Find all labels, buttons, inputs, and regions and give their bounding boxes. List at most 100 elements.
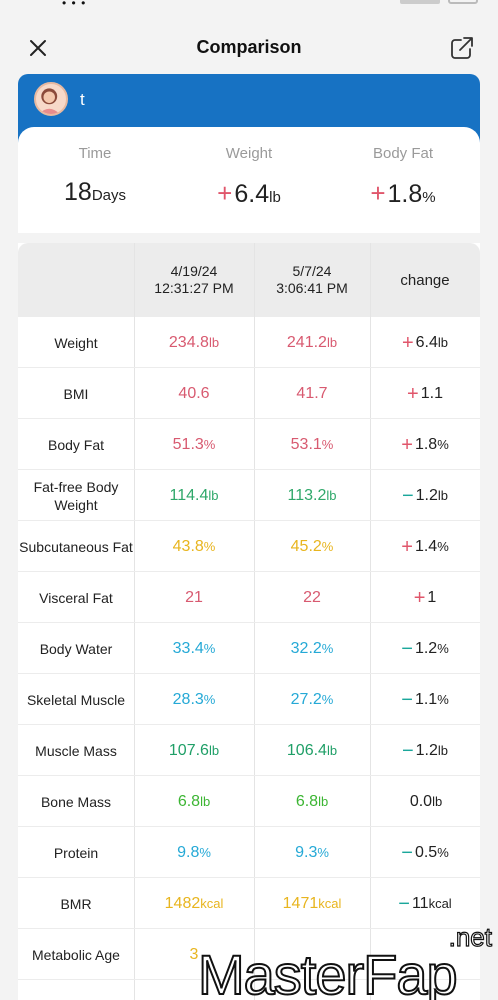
date-text: 4/19/24	[170, 263, 218, 279]
summary-unit: %	[422, 189, 436, 206]
change-number: 1.8	[414, 435, 438, 453]
metric-label: Bone Mass	[40, 793, 112, 810]
metric-label: Body Water	[39, 640, 113, 657]
change-number: 1.2	[414, 639, 438, 657]
change-number: 11	[411, 894, 429, 912]
value-number: 9.8	[177, 843, 200, 861]
metric-name: Bone Mass	[18, 776, 134, 827]
value-number: 114.4	[169, 486, 209, 504]
svg-text:MasterFap: MasterFap	[198, 943, 457, 1000]
value-number: 241.2	[286, 333, 327, 351]
value-number: 6.8	[295, 792, 319, 810]
value-number: 45.2	[290, 537, 322, 555]
value-date-2: 32.2%	[254, 623, 370, 674]
header-date-2: 5/7/24 3:06:41 PM	[254, 243, 370, 317]
value-number: 9.3	[295, 843, 318, 861]
metric-name: Body Water	[18, 623, 134, 674]
value-number: 27.2	[290, 690, 322, 708]
value-number: 40.6	[178, 384, 210, 402]
time-text: 12:31:27 PM	[154, 280, 234, 296]
value-number: 43.8	[172, 537, 204, 555]
change-unit: lb	[432, 794, 443, 809]
value-unit: lb	[208, 335, 220, 350]
metric-label: Subcutaneous Fat	[19, 538, 133, 555]
value-date-1: 33.4%	[134, 623, 254, 674]
value-unit: lb	[208, 488, 219, 503]
change-unit: %	[437, 845, 449, 860]
avatar-icon	[38, 88, 60, 114]
metric-label: Skeletal Muscle	[26, 691, 126, 708]
change-number: 1.4	[414, 537, 438, 555]
change-value: +1.4%	[370, 521, 480, 572]
close-icon[interactable]	[26, 36, 50, 60]
summary-label: Time	[78, 145, 112, 162]
value-unit: %	[203, 692, 216, 707]
value-date-1: 3	[134, 929, 254, 980]
value-date-1: 107.6 lb	[134, 725, 254, 776]
metric-label: BMR	[60, 895, 92, 912]
avatar[interactable]	[34, 82, 68, 116]
value-number: 32.2	[290, 639, 322, 657]
change-value: +1.1	[370, 368, 480, 419]
summary-unit: Days	[91, 187, 126, 204]
change-unit: lb	[437, 335, 449, 350]
value-date-1: 9.8%	[134, 827, 254, 878]
value-number: 51.3	[172, 435, 204, 453]
change-sign-icon: +	[401, 433, 413, 456]
value-number: 3	[189, 945, 199, 963]
change-unit: %	[437, 641, 449, 656]
value-unit: %	[321, 692, 334, 707]
table-row: Protein 9.8% 9.3% −0.5%	[18, 827, 480, 878]
status-icons: • • •	[62, 0, 87, 10]
share-icon[interactable]	[448, 34, 476, 62]
value-date-1: 43.8%	[134, 521, 254, 572]
metric-label: Muscle Mass	[35, 742, 117, 759]
page-title: Comparison	[196, 37, 302, 57]
comparison-table: 4/19/24 12:31:27 PM 5/7/24 3:06:41 PM chan…	[18, 243, 480, 1000]
summary-time: Time 18Days	[18, 127, 172, 207]
change-sign-icon: −	[401, 739, 414, 762]
value-unit: lb	[318, 794, 329, 809]
metric-name: BMI	[18, 368, 134, 419]
value-date-2: 113.2 lb	[254, 470, 370, 521]
value-date-1: 40.6	[134, 368, 254, 419]
change-value: −1.2 lb	[370, 725, 480, 776]
table-row: Body Water 33.4% 32.2% −1.2%	[18, 623, 480, 674]
summary-label: Body Fat	[372, 145, 434, 162]
metric-name: BMR	[18, 878, 134, 929]
value-unit: kcal	[200, 896, 224, 911]
value-date-2: 241.2 lb	[254, 317, 370, 368]
change-value: −11 kcal	[370, 878, 480, 929]
value-unit: lb	[326, 335, 338, 350]
value-unit: %	[203, 437, 216, 452]
user-name: t	[80, 90, 85, 109]
value-date-2: 9.3%	[254, 827, 370, 878]
value-number: 234.8	[168, 333, 209, 351]
change-sign-icon: +	[413, 586, 426, 609]
metric-label: Fat-free Body Weight	[33, 478, 119, 513]
change-value: −1.2%	[370, 623, 480, 674]
top-bar: Comparison	[0, 20, 498, 76]
table-row: Body Fat 51.3% 53.1% +1.8%	[18, 419, 480, 470]
change-sign-icon: +	[407, 382, 419, 405]
value-number: 113.2	[287, 486, 327, 504]
change-value: +1	[370, 572, 480, 623]
table-row: BMI 40.6 41.7 +1.1	[18, 368, 480, 419]
value-date-2: 106.4 lb	[254, 725, 370, 776]
metric-name: Metabolic Age	[18, 929, 134, 980]
change-unit: lb	[437, 743, 449, 758]
value-unit: %	[321, 437, 334, 452]
summary-value: +1.8%	[326, 178, 480, 209]
table-row: Weight 234.8 lb 241.2 lb +6.4 lb	[18, 317, 480, 368]
change-number: 0.5	[414, 843, 438, 861]
battery-icon	[448, 0, 478, 4]
change-number: 1.2	[415, 741, 438, 759]
value-date-1: 1482 kcal	[134, 878, 254, 929]
value-number: 33.4	[172, 639, 204, 657]
value-date-2: 41.7	[254, 368, 370, 419]
metric-name: Muscle Mass	[18, 725, 134, 776]
change-unit: kcal	[428, 896, 452, 911]
change-sign-icon: −	[401, 484, 414, 507]
change-sign-icon: +	[401, 535, 413, 558]
value-unit: %	[321, 539, 334, 554]
